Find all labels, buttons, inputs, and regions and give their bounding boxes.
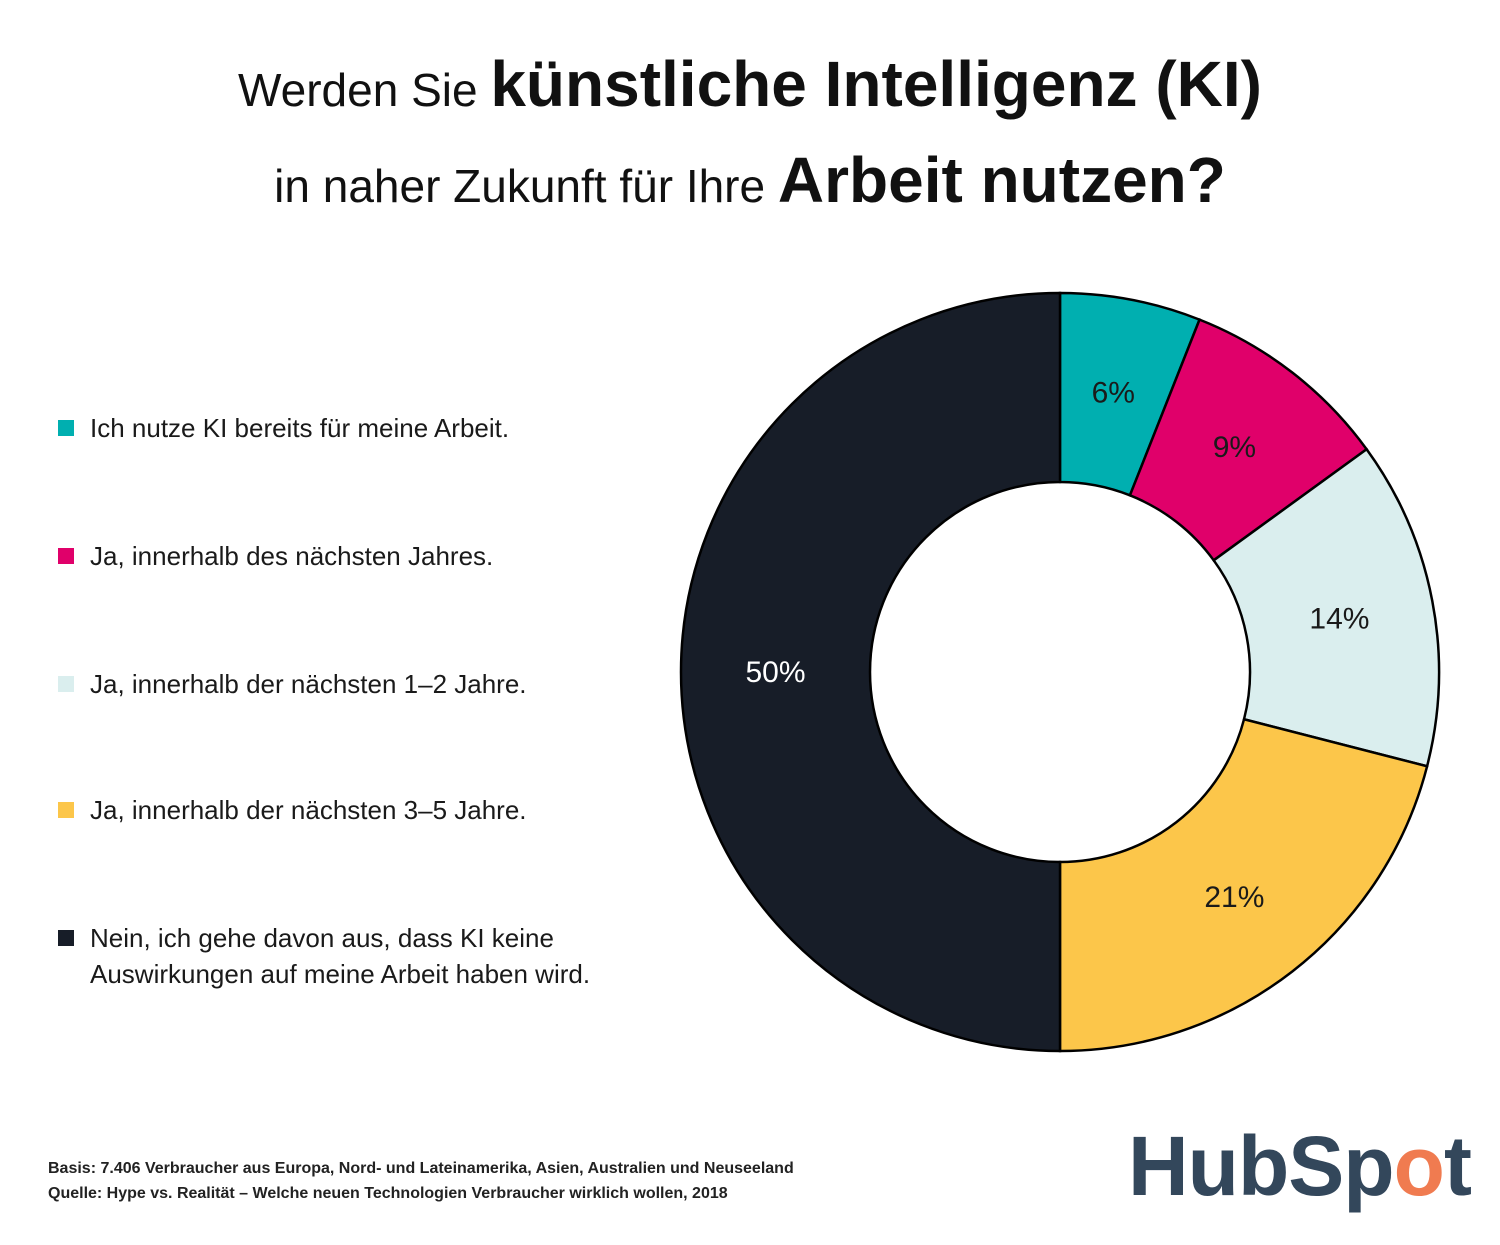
donut-slice — [1211, 447, 1441, 768]
title-regular: in naher Zukunft für Ihre — [274, 160, 778, 212]
slice-data-label: 50% — [745, 656, 805, 689]
legend-swatch — [58, 802, 74, 818]
legend-item: Ja, innerhalb des nächsten Jahres. — [58, 538, 638, 574]
legend-label: Ich nutze KI bereits für meine Arbeit. — [90, 413, 510, 443]
legend-label: Ja, innerhalb der nächsten 3–5 Jahre. — [90, 795, 527, 825]
legend-item: Nein, ich gehe davon aus, dass KI keine … — [58, 920, 638, 992]
title-bold: künstliche Intelligenz (KI) — [490, 48, 1262, 120]
legend-swatch — [58, 676, 74, 692]
donut-slice — [679, 291, 1062, 1053]
legend-item: Ja, innerhalb der nächsten 1–2 Jahre. — [58, 666, 638, 702]
legend-label: Ja, innerhalb der nächsten 1–2 Jahre. — [90, 669, 527, 699]
legend-swatch — [58, 548, 74, 564]
footer: Basis: 7.406 Verbraucher aus Europa, Nor… — [48, 1156, 794, 1206]
slice-data-label: 14% — [1309, 603, 1369, 636]
chart-title-line-1: Werden Sie künstliche Intelligenz (KI) — [0, 52, 1500, 116]
slice-data-label: 9% — [1213, 431, 1256, 464]
legend-item: Ich nutze KI bereits für meine Arbeit. — [58, 410, 638, 446]
source-note: Quelle: Hype vs. Realität – Welche neuen… — [48, 1185, 728, 1202]
slice-data-label: 21% — [1204, 881, 1264, 914]
legend-swatch — [58, 930, 74, 946]
legend-item: Ja, innerhalb der nächsten 3–5 Jahre. — [58, 792, 638, 828]
slice-data-label: 6% — [1092, 377, 1135, 410]
hubspot-logo: HubSpot — [1128, 1119, 1472, 1213]
chart-title-line-2: in naher Zukunft für Ihre Arbeit nutzen? — [0, 148, 1500, 212]
legend-label: Ja, innerhalb des nächsten Jahres. — [90, 541, 494, 571]
title-regular: Werden Sie — [238, 64, 491, 116]
basis-note: Basis: 7.406 Verbraucher aus Europa, Nor… — [48, 1160, 794, 1177]
title-bold: Arbeit nutzen? — [777, 144, 1226, 216]
donut-slice — [1058, 717, 1429, 1053]
legend-label: Nein, ich gehe davon aus, dass KI keine … — [90, 923, 591, 989]
legend-swatch — [58, 420, 74, 436]
